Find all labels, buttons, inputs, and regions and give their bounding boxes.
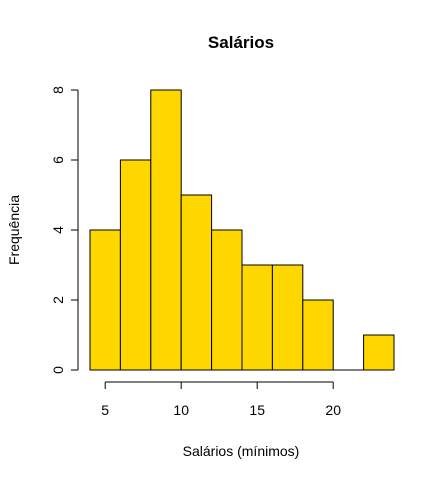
chart-title: Salários — [208, 33, 274, 52]
y-tick-label: 6 — [50, 156, 66, 164]
y-axis: 0 2 4 6 8 — [50, 86, 79, 374]
histogram-bar-12-14 — [211, 229, 243, 371]
histogram-bar-14-16 — [241, 264, 273, 371]
x-axis: 5 10 15 20 — [101, 381, 341, 418]
y-tick-label: 8 — [50, 86, 66, 94]
histogram-bar-16-18 — [271, 264, 304, 371]
x-tick-label: 10 — [173, 402, 189, 418]
histogram-bar-22-24 — [363, 334, 395, 371]
x-tick-label: 15 — [249, 402, 265, 418]
x-tick-label: 20 — [325, 402, 341, 418]
histogram-bar-8-10 — [150, 89, 182, 371]
y-tick-label: 0 — [50, 366, 66, 374]
bars-group — [89, 89, 395, 371]
histogram-bar-4-6 — [89, 229, 121, 371]
histogram-bar-6-8 — [119, 159, 152, 371]
y-axis-label: Frequência — [6, 195, 22, 265]
histogram-bar-10-12 — [180, 194, 213, 371]
y-tick-label: 2 — [50, 296, 66, 304]
x-tick-label: 5 — [101, 402, 109, 418]
x-axis-label: Salários (mínimos) — [183, 443, 300, 459]
histogram-bar-18-20 — [302, 299, 334, 371]
y-tick-label: 4 — [50, 226, 66, 234]
